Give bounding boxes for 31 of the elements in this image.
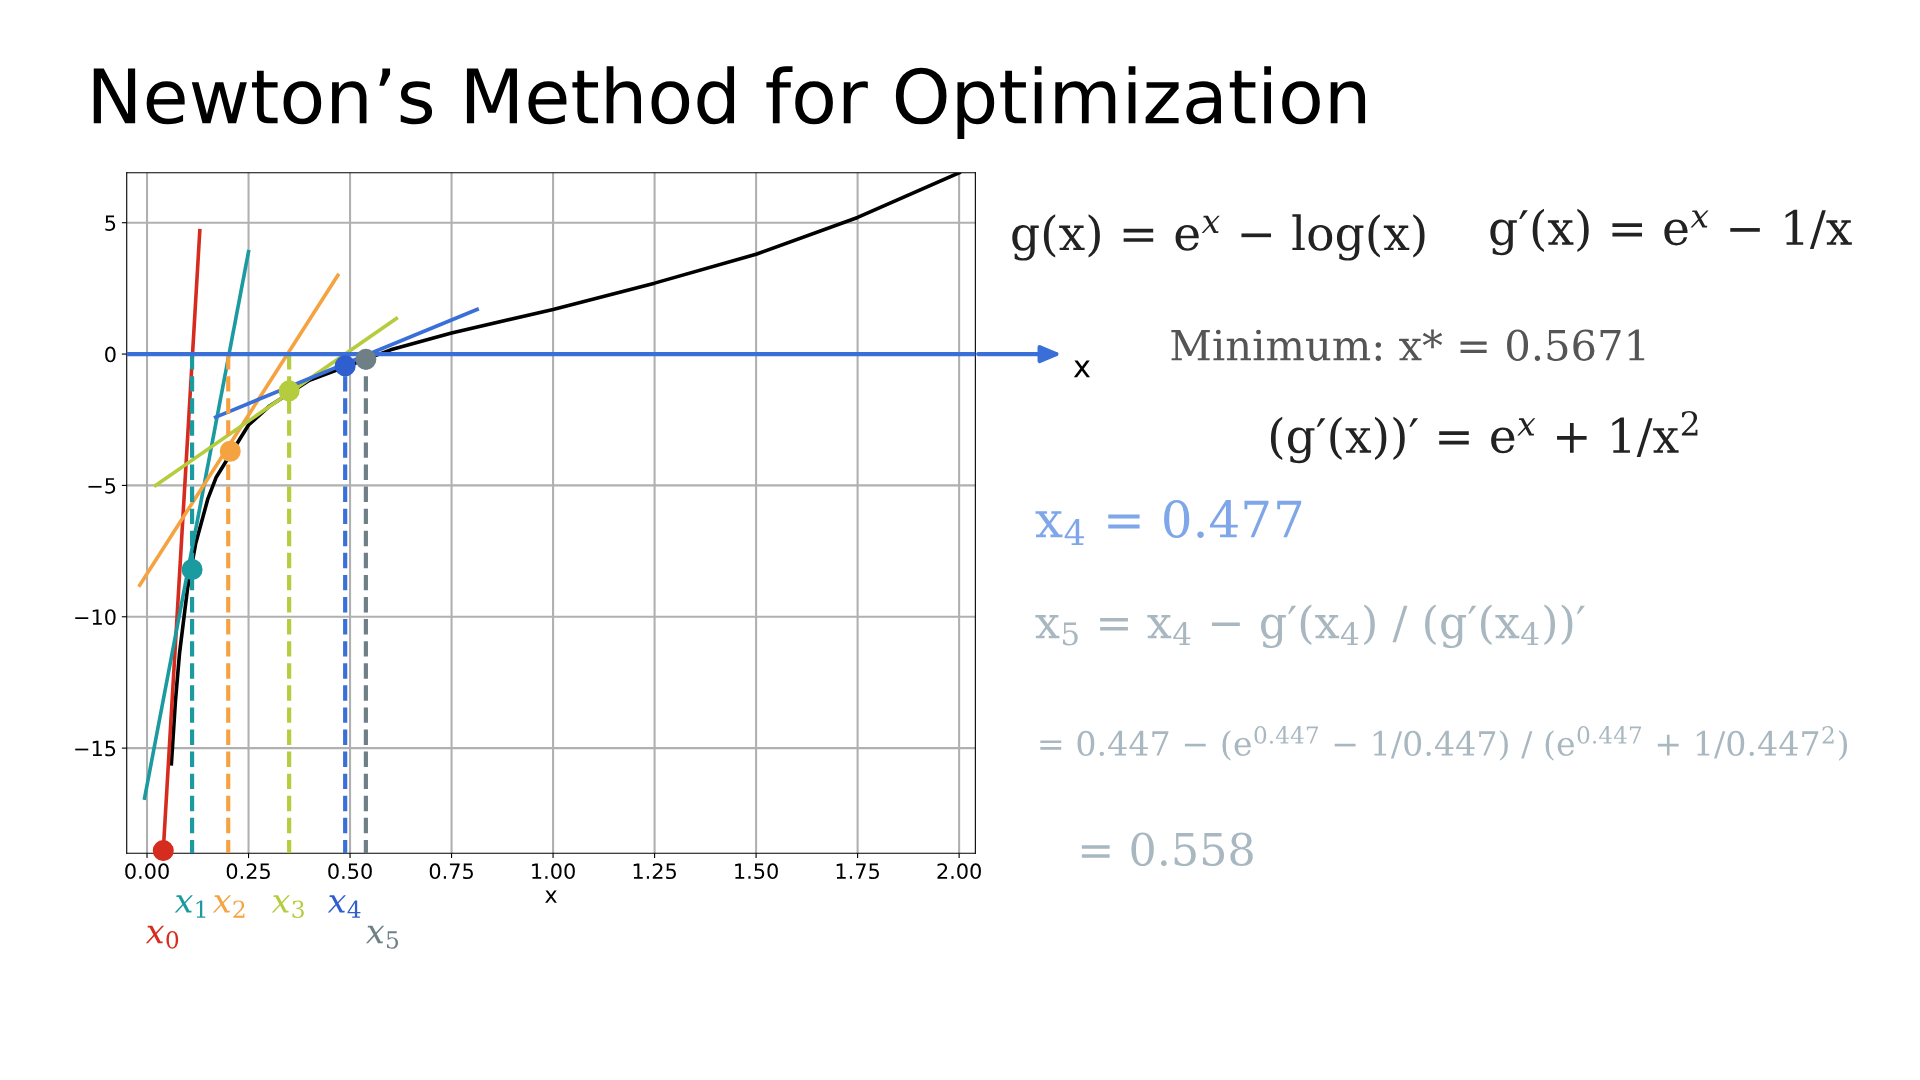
text: = 0.447 − (e$^{0.447}$ − 1/0.447) / (e$^{0.447}$ + 1/0.447$^{2}$) bbox=[1040, 726, 1848, 761]
text: x$_{2}$ bbox=[212, 895, 245, 918]
text: x$_{5}$ = x$_{4}$ − g′(x$_{4}$) / (g′(x$_{4}$))′ bbox=[1035, 604, 1585, 649]
y-tick-label: −15 bbox=[75, 740, 116, 757]
y-tick-label: −10 bbox=[75, 609, 116, 625]
x-tick-label: 1.00 bbox=[532, 863, 575, 880]
x-axis-title: x bbox=[545, 890, 557, 903]
text: x$_{4}$ bbox=[327, 895, 361, 918]
y-tick-label: 0 bbox=[105, 346, 116, 363]
chart-title: Newton’s Method for Optimization bbox=[93, 66, 1366, 139]
x-tick-label: 0.25 bbox=[226, 863, 270, 880]
text: Minimum: x* = 0.5671 bbox=[1171, 329, 1645, 361]
text: (g′(x))′ = e$^{x}$ + 1/x$^{2}$ bbox=[1270, 410, 1698, 464]
text: x$_{0}$ bbox=[145, 925, 179, 949]
x-tick-label: 0.00 bbox=[125, 863, 169, 880]
text: x$_{5}$ bbox=[365, 925, 399, 949]
x-tick-label: 1.50 bbox=[735, 863, 778, 880]
text: x$_{4}$ = 0.477 bbox=[1035, 500, 1302, 545]
text: x$_{1}$ bbox=[174, 895, 206, 918]
ref-line-label: x bbox=[1073, 360, 1091, 378]
text: x$_{3}$ bbox=[271, 895, 304, 919]
y-tick-label: 5 bbox=[105, 215, 116, 231]
y-tick-label: −5 bbox=[88, 478, 116, 494]
x-tick-label: 0.50 bbox=[328, 863, 372, 880]
text: = 0.558 bbox=[1081, 832, 1253, 867]
x-tick-label: 1.25 bbox=[633, 863, 676, 880]
x-tick-label: 1.75 bbox=[836, 863, 879, 880]
x-tick-label: 0.75 bbox=[429, 863, 473, 880]
x-tick-label: 2.00 bbox=[937, 863, 981, 880]
text: g′(x) = e$^{x}$ − 1/x bbox=[1490, 208, 1852, 256]
text: g(x) = e$^{x}$ − log(x) bbox=[1012, 214, 1425, 261]
